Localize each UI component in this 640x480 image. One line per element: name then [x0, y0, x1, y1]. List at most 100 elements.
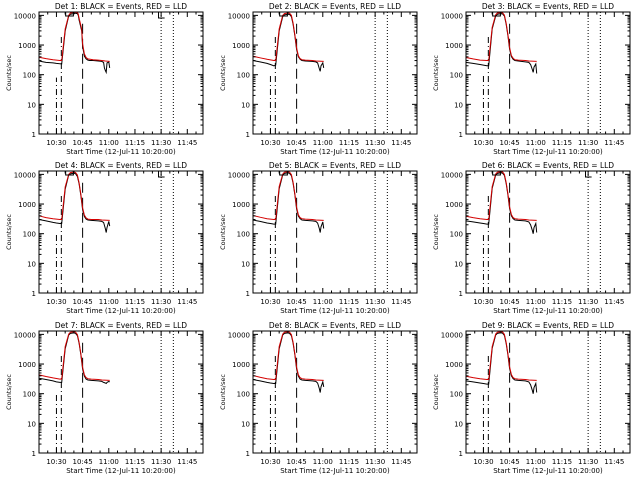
lld-series-line [252, 12, 324, 62]
plot-frame [38, 11, 204, 135]
y-tick-label: 1000 [445, 201, 463, 209]
panel-title: Det 3: BLACK = Events, RED = LLD [482, 2, 614, 11]
y-axis-label: Counts/sec [432, 55, 440, 91]
events-series-line [252, 172, 325, 233]
plot-frame [38, 170, 204, 294]
y-tick-label: 100 [23, 391, 36, 399]
y-tick-label: 1 [459, 290, 463, 298]
lld-series-line [252, 171, 324, 221]
panel-5: 1 10 100 1000 10000 10:30 10:45 11:00 11:15 11:30… [219, 161, 418, 315]
y-tick-label: 100 [450, 231, 463, 239]
panel-title: Det 8: BLACK = Events, RED = LLD [269, 321, 401, 330]
y-tick-label: 1 [32, 290, 36, 298]
y-tick-label: 10 [454, 101, 463, 109]
plot-frame [465, 330, 631, 454]
y-tick-label: 10000 [441, 12, 463, 20]
x-tick-label: 11:00 [526, 298, 546, 306]
lld-series-line [465, 331, 537, 381]
x-tick-label: 10:45 [500, 458, 520, 466]
events-series-line [252, 332, 325, 393]
x-tick-label: 11:45 [177, 298, 197, 306]
y-tick-label: 1000 [18, 361, 36, 369]
y-tick-label: 1000 [445, 42, 463, 50]
x-tick-label: 11:30 [151, 458, 171, 466]
panel-title: Det 9: BLACK = Events, RED = LLD [482, 321, 614, 330]
lld-series-line [38, 11, 110, 62]
x-axis-label: Start Time (12-Jul-11 10:20:00) [280, 307, 390, 315]
y-tick-label: 10000 [441, 171, 463, 179]
lld-series-line [465, 171, 537, 221]
y-tick-label: 1 [246, 290, 250, 298]
x-tick-label: 11:45 [177, 139, 197, 147]
x-tick-label: 11:45 [604, 139, 624, 147]
y-axis-label: Counts/sec [5, 214, 13, 250]
events-series-line [465, 332, 538, 394]
x-tick-label: 10:45 [73, 458, 93, 466]
x-tick-label: 10:45 [500, 298, 520, 306]
plot-frame [252, 11, 418, 135]
x-tick-label: 11:30 [365, 458, 385, 466]
events-series-line [38, 172, 111, 233]
x-tick-label: 11:00 [99, 458, 119, 466]
x-tick-label: 10:30 [46, 139, 66, 147]
y-tick-label: 10 [27, 101, 36, 109]
events-series-line [465, 13, 538, 74]
x-tick-label: 11:15 [339, 298, 359, 306]
y-tick-label: 1000 [232, 42, 250, 50]
x-tick-label: 11:45 [604, 298, 624, 306]
panel-title: Det 6: BLACK = Events, RED = LLD [482, 161, 614, 170]
y-tick-label: 10 [241, 101, 250, 109]
x-tick-label: 11:00 [99, 298, 119, 306]
x-tick-label: 10:30 [46, 298, 66, 306]
x-tick-label: 11:00 [526, 458, 546, 466]
panel-title: Det 7: BLACK = Events, RED = LLD [55, 321, 187, 330]
y-tick-label: 1000 [18, 42, 36, 50]
panel-title: Det 1: BLACK = Events, RED = LLD [55, 2, 187, 11]
x-axis-label: Start Time (12-Jul-11 10:20:00) [66, 307, 176, 315]
y-tick-label: 1 [459, 450, 463, 458]
x-axis-label: Start Time (12-Jul-11 10:20:00) [493, 148, 603, 156]
y-axis-label: Counts/sec [432, 214, 440, 250]
y-axis-label: Counts/sec [219, 55, 227, 91]
y-tick-label: 1 [246, 450, 250, 458]
y-tick-label: 10000 [228, 12, 250, 20]
plot-frame [252, 170, 418, 294]
y-tick-label: 1000 [445, 361, 463, 369]
plot-frame [38, 330, 204, 454]
panel-1: 1 10 100 1000 10000 10:30 10:45 11:00 11:15 11:30… [5, 2, 204, 156]
lld-series-line [465, 11, 537, 62]
top-right-marker [158, 171, 165, 178]
x-tick-label: 11:15 [339, 139, 359, 147]
y-tick-label: 100 [23, 231, 36, 239]
y-tick-label: 10000 [228, 171, 250, 179]
panel-title: Det 4: BLACK = Events, RED = LLD [55, 161, 187, 170]
x-tick-label: 11:30 [151, 139, 171, 147]
x-tick-label: 10:30 [46, 458, 66, 466]
x-tick-label: 11:00 [99, 139, 119, 147]
x-tick-label: 11:00 [526, 139, 546, 147]
y-tick-label: 10 [454, 420, 463, 428]
y-tick-label: 100 [23, 72, 36, 80]
events-series-line [38, 332, 110, 385]
panel-9: 1 10 100 1000 10000 10:30 10:45 11:00 11:15 11:30… [432, 321, 631, 475]
x-tick-label: 11:15 [552, 458, 572, 466]
x-axis-label: Start Time (12-Jul-11 10:20:00) [280, 148, 390, 156]
y-tick-label: 10 [27, 420, 36, 428]
lld-series-line [38, 331, 110, 381]
x-tick-label: 10:30 [260, 458, 280, 466]
x-tick-label: 11:00 [313, 458, 333, 466]
x-axis-label: Start Time (12-Jul-11 10:20:00) [280, 467, 390, 475]
y-tick-label: 100 [237, 72, 250, 80]
y-tick-label: 1000 [232, 361, 250, 369]
y-tick-label: 100 [237, 391, 250, 399]
x-tick-label: 10:45 [500, 139, 520, 147]
events-series-line [38, 12, 111, 75]
x-tick-label: 10:30 [473, 139, 493, 147]
plot-frame [465, 11, 631, 135]
x-tick-label: 10:45 [287, 139, 307, 147]
y-axis-label: Counts/sec [219, 214, 227, 250]
x-tick-label: 11:45 [391, 458, 411, 466]
y-tick-label: 10000 [14, 331, 36, 339]
x-tick-label: 11:30 [578, 139, 598, 147]
plot-frame [252, 330, 418, 454]
